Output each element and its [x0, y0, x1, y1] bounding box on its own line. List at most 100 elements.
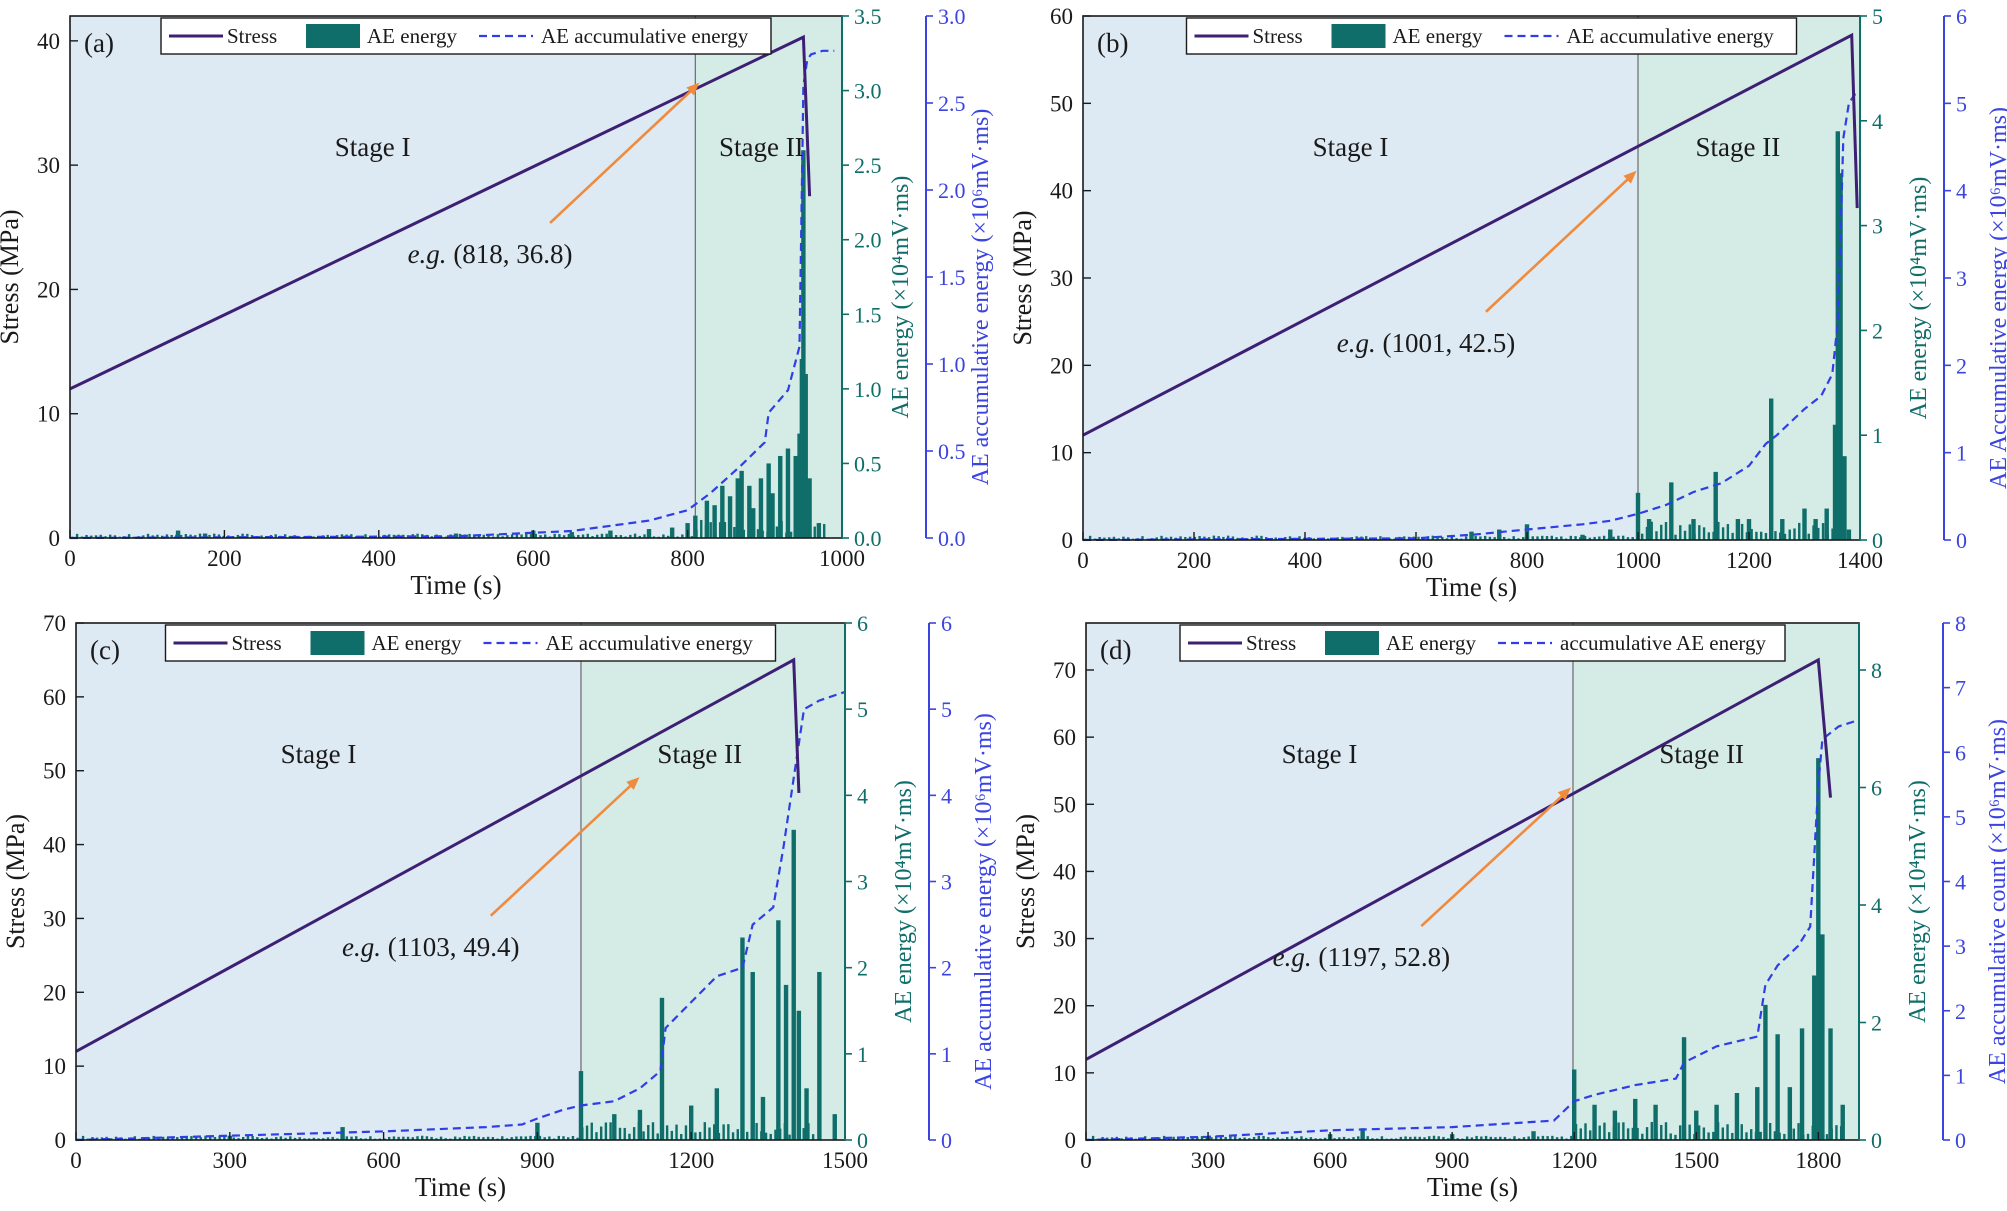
ae-energy-noise-bar — [1792, 1128, 1796, 1140]
ae-energy-bar — [1633, 1098, 1638, 1140]
ae-energy-noise-bar — [605, 533, 608, 538]
ae-energy-noise-bar — [95, 1137, 99, 1140]
ae-energy-noise-bar — [651, 1122, 655, 1140]
ae-energy-noise-bar — [81, 1135, 85, 1140]
ae-energy-noise-bar — [1688, 524, 1691, 540]
ae-energy-noise-bar — [1631, 1127, 1635, 1140]
annotation-value: (1197, 52.8) — [1312, 942, 1450, 972]
ae-energy-noise-bar — [1191, 1136, 1194, 1140]
ae-energy-noise-bar — [1243, 1137, 1246, 1140]
ae-energy-noise-bar — [1200, 1136, 1204, 1140]
y-right1-tick-label: 0.5 — [854, 451, 882, 476]
ae-energy-noise-bar — [506, 535, 509, 538]
ae-energy-noise-bar — [146, 533, 150, 538]
stage-1-region — [1083, 16, 1638, 540]
ae-energy-noise-bar — [218, 1135, 221, 1140]
y-right1-tick-label: 3 — [1872, 214, 1883, 239]
ae-energy-noise-bar — [1702, 527, 1706, 540]
y-right1-tick-label: 2 — [857, 956, 868, 981]
ae-energy-noise-bar — [548, 1136, 551, 1140]
ae-energy-noise-bar — [293, 1137, 297, 1140]
ae-energy-noise-bar — [279, 1136, 283, 1140]
legend-stress-label: Stress — [227, 24, 277, 48]
annotation-value: (1001, 42.5) — [1376, 328, 1515, 358]
ae-energy-noise-bar — [274, 1137, 278, 1140]
ae-energy-noise-bar — [1631, 537, 1634, 540]
ae-energy-bar — [1580, 534, 1585, 540]
ae-energy-noise-bar — [577, 534, 580, 538]
ae-energy-noise-bar — [1835, 1125, 1838, 1140]
y-right1-axis-title: AE energy (×10⁴mV·ms) — [888, 176, 914, 419]
ae-energy-noise-bar — [802, 1128, 805, 1140]
ae-energy-noise-bar — [350, 534, 353, 538]
x-axis-title: Time (s) — [410, 570, 501, 600]
ae-energy-noise-bar — [1418, 1136, 1421, 1140]
annotation-italic: e.g. — [1337, 328, 1376, 358]
ae-energy-noise-bar — [775, 526, 779, 538]
ae-energy-noise-bar — [1579, 1128, 1582, 1140]
annotation-italic: e.g. — [342, 932, 381, 962]
y-right1-tick-label: 0.0 — [854, 526, 882, 551]
y-right2-tick-label: 5 — [1955, 805, 1966, 830]
y-right1-tick-label: 1.5 — [854, 302, 882, 327]
y-right1-tick-label: 4 — [1871, 893, 1882, 918]
ae-energy-noise-bar — [420, 1135, 424, 1140]
x-tick-label: 1400 — [1837, 548, 1883, 573]
y-right2-tick-label: 3.0 — [938, 4, 966, 29]
ae-energy-bar — [1813, 519, 1818, 540]
ae-energy-noise-bar — [1750, 528, 1753, 540]
ae-energy-noise-bar — [288, 535, 292, 538]
ae-energy-noise-bar — [681, 534, 684, 538]
ae-energy-bar — [659, 997, 665, 1140]
x-tick-label: 200 — [1177, 548, 1212, 573]
ae-energy-noise-bar — [108, 534, 112, 538]
ae-energy-noise-bar — [1233, 1136, 1237, 1140]
ae-energy-bar — [1531, 1131, 1536, 1140]
ae-energy-noise-bar — [1106, 1137, 1109, 1140]
ae-energy-noise-bar — [1169, 536, 1173, 540]
ae-energy-noise-bar — [1527, 1136, 1530, 1140]
ae-energy-noise-bar — [731, 1132, 735, 1140]
ae-energy-noise-bar — [1688, 1124, 1691, 1140]
ae-energy-noise-bar — [486, 1136, 490, 1140]
ae-energy-bar — [766, 463, 771, 538]
ae-energy-noise-bar — [698, 1131, 702, 1140]
annotation-arrow-shaft — [549, 85, 697, 224]
stage-2-region — [1638, 16, 1860, 540]
ae-energy-noise-bar — [1493, 537, 1496, 540]
ae-energy-noise-bar — [425, 1136, 429, 1140]
ae-energy-noise-bar — [284, 1137, 287, 1140]
ae-energy-noise-bar — [1245, 538, 1249, 540]
ae-energy-noise-bar — [1555, 1137, 1559, 1140]
ae-energy-bar — [175, 530, 181, 538]
y-right2-tick-label: 0 — [1956, 528, 1967, 553]
ae-energy-noise-bar — [176, 1137, 179, 1140]
ae-energy-noise-bar — [1598, 1125, 1601, 1140]
y-right1-tick-label: 3.5 — [854, 4, 882, 29]
legend-accumulative-label: AE accumulative energy — [546, 631, 754, 655]
ae-energy-noise-bar — [242, 1136, 245, 1140]
x-tick-label: 900 — [1435, 1148, 1470, 1173]
ae-energy-bar — [453, 533, 459, 538]
ae-energy-noise-bar — [662, 534, 665, 538]
ae-energy-noise-bar — [1437, 1136, 1440, 1140]
ae-energy-noise-bar — [596, 534, 599, 538]
ae-energy-noise-bar — [416, 533, 419, 538]
ae-energy-noise-bar — [331, 1136, 334, 1140]
ae-energy-noise-bar — [1215, 1135, 1218, 1140]
ae-energy-bar — [735, 478, 740, 538]
ae-energy-noise-bar — [1442, 1136, 1445, 1140]
legend-ae-energy-swatch — [1325, 631, 1379, 655]
y-right2-tick-label: 1 — [941, 1042, 952, 1067]
ae-energy-noise-bar — [1380, 1136, 1384, 1140]
ae-energy-noise-bar — [1333, 1138, 1336, 1140]
ae-energy-noise-bar — [595, 1132, 598, 1140]
ae-energy-noise-bar — [161, 1136, 165, 1140]
ae-energy-noise-bar — [1825, 1134, 1829, 1140]
ae-energy-noise-bar — [246, 533, 249, 538]
ae-energy-noise-bar — [1593, 536, 1596, 540]
ae-energy-noise-bar — [1798, 522, 1801, 540]
ae-energy-noise-bar — [609, 1122, 612, 1140]
y-right2-tick-label: 2 — [1956, 353, 1967, 378]
